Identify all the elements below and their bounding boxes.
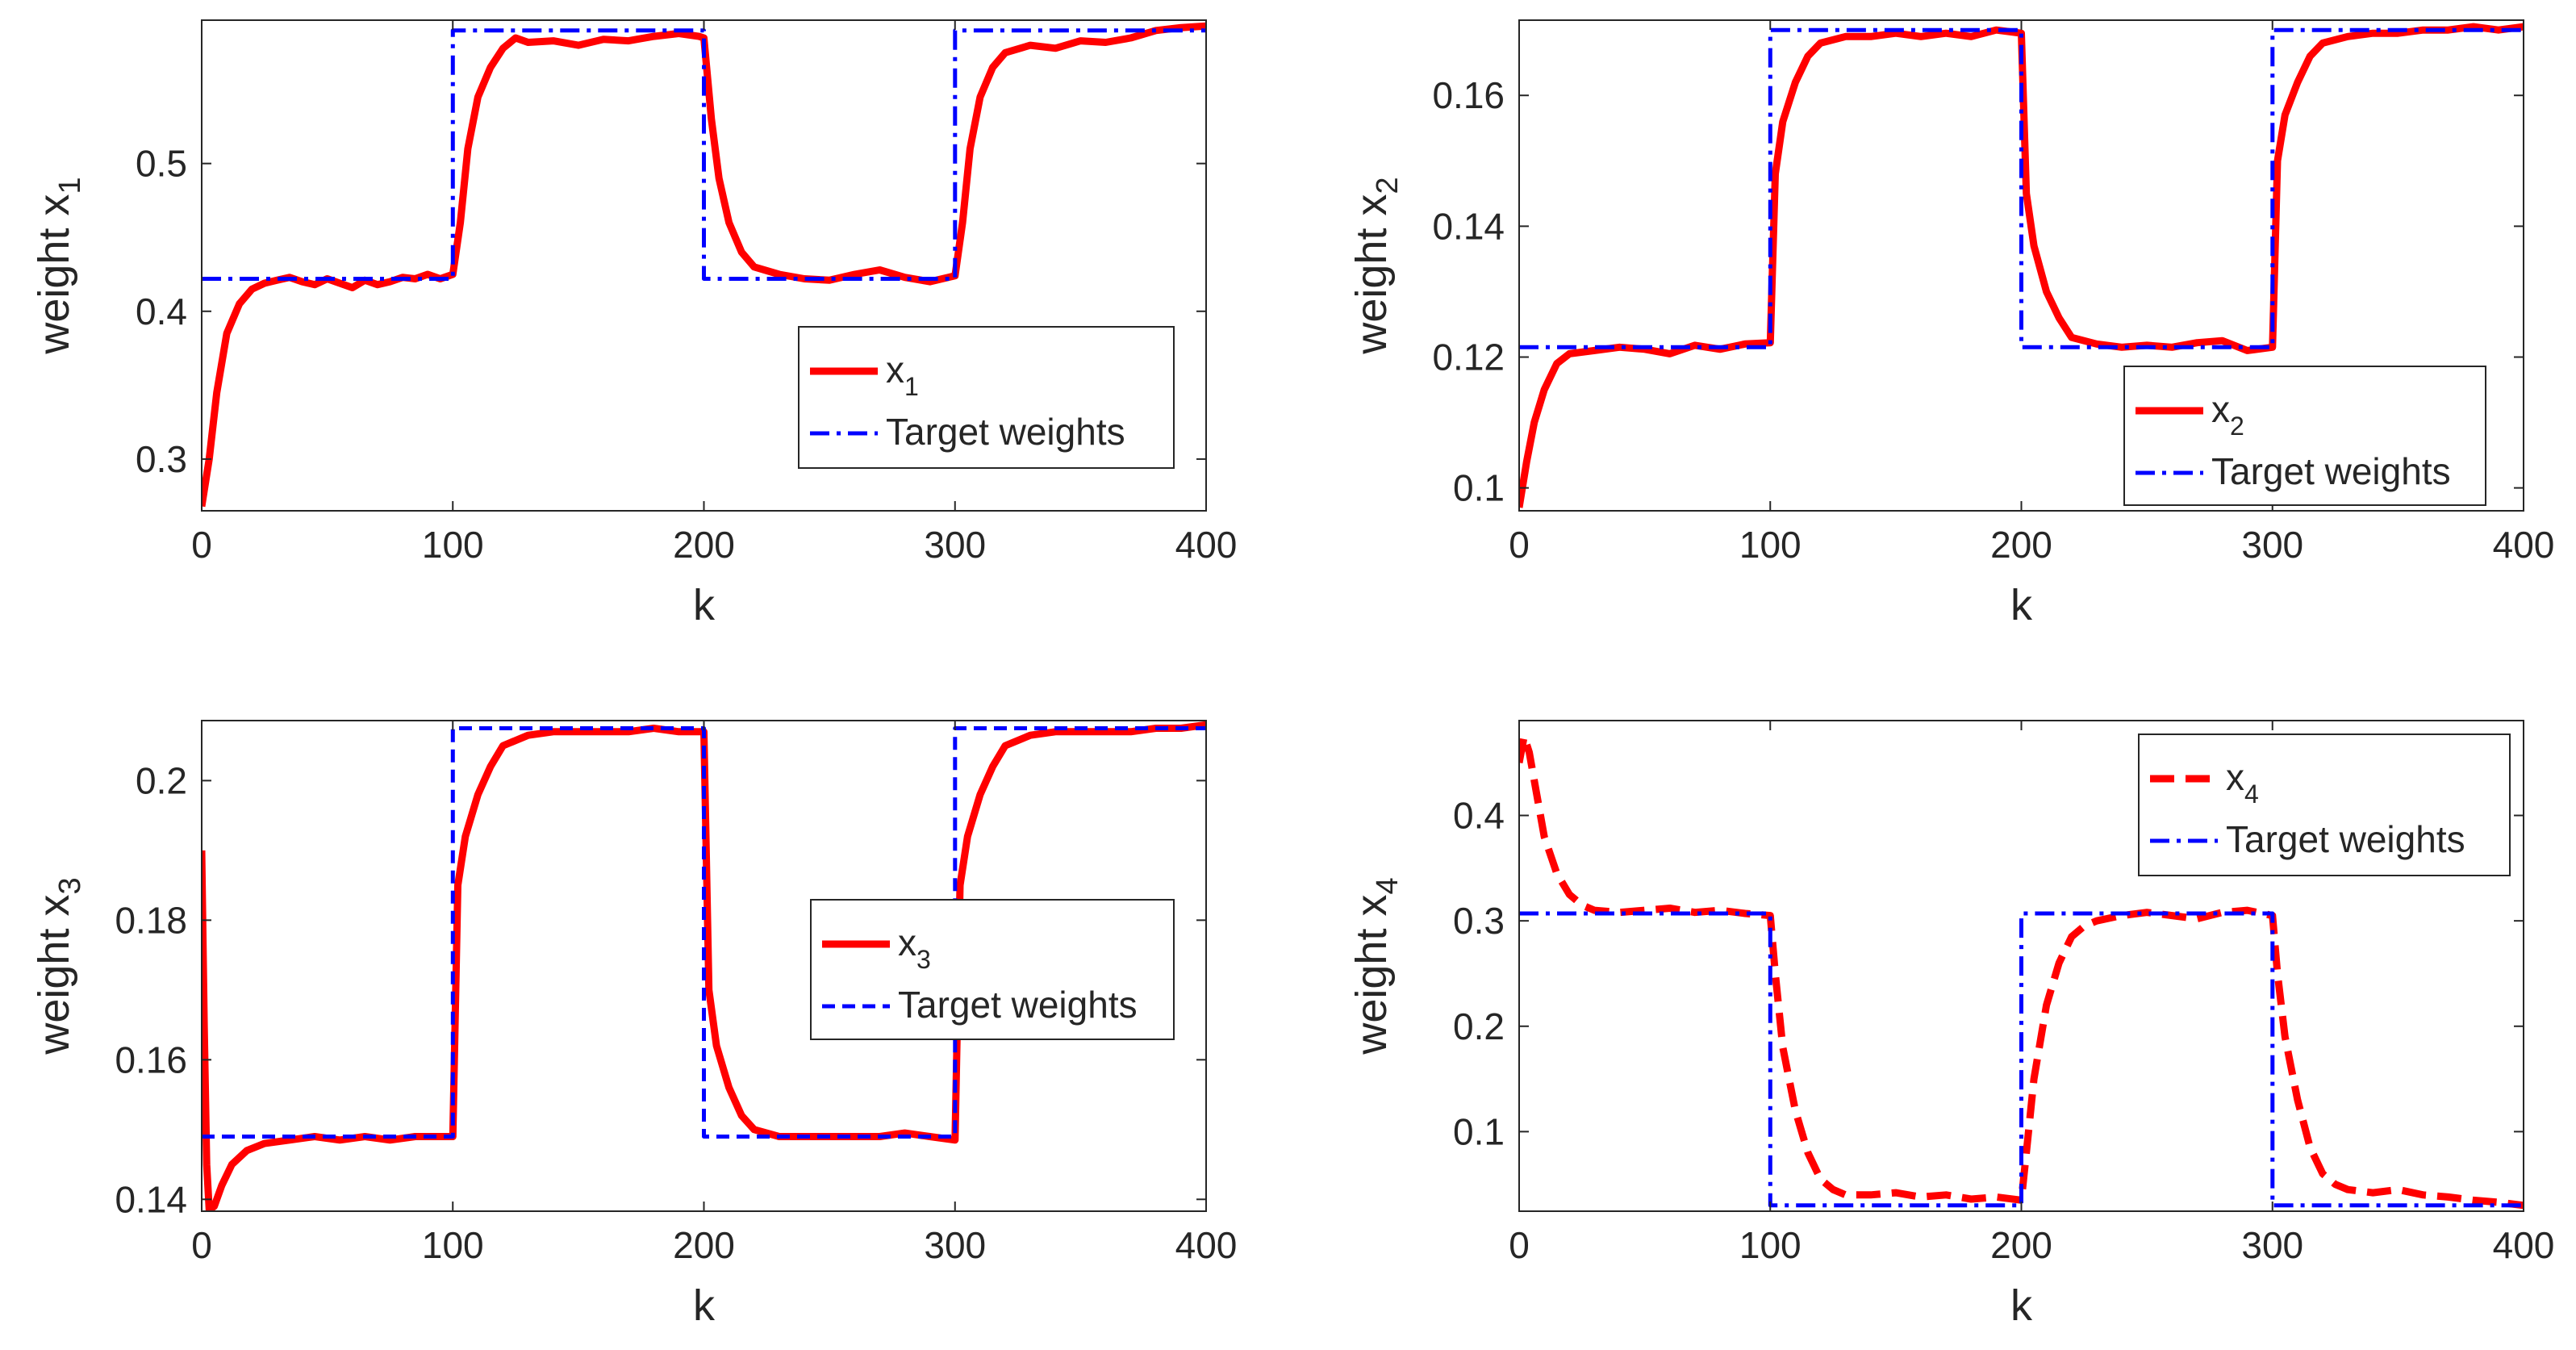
legend-label-target: Target weights	[898, 984, 1138, 1026]
legend-box	[810, 899, 1175, 1040]
y-tick-label: 0.1	[1453, 467, 1505, 509]
series-line-x1	[202, 22, 1206, 508]
legend-label-target: Target weights	[886, 411, 1125, 453]
x-tick-label: 200	[673, 524, 735, 566]
legend: x2 Target weights	[2123, 366, 2486, 506]
legend-box	[2138, 734, 2511, 876]
x-tick-label: 300	[924, 1224, 986, 1266]
series-line-x4	[1519, 733, 2524, 1210]
x-tick-label: 300	[924, 524, 986, 566]
legend: x4 Target weights	[2138, 734, 2511, 876]
x-tick-label: 0	[191, 524, 212, 566]
chart-x4: 0 100 200 300 400 0.1 0.2 0.3 0.4 k weight x4 x4 Tar…	[1347, 720, 2555, 1330]
y-tick-label: 0.4	[136, 290, 187, 332]
x-tick-label: 0	[191, 1224, 212, 1266]
y-axis-label: weight x1	[30, 177, 87, 354]
y-axis-label: weight x2	[1347, 177, 1405, 354]
y-axis-label: weight x4	[1347, 877, 1405, 1055]
legend-label-series: x4	[2226, 756, 2259, 809]
x-tick-label: 400	[1175, 1224, 1238, 1266]
series-line-x2	[1519, 23, 2524, 508]
y-tick-label: 0.2	[136, 759, 187, 801]
x-tick-label: 100	[1739, 1224, 1802, 1266]
x-tick-label: 200	[673, 1224, 735, 1266]
y-tick-label: 0.14	[1432, 205, 1505, 247]
target-line-x1	[202, 28, 1206, 281]
x-tick-label: 100	[422, 524, 484, 566]
target-line-x3	[202, 726, 1206, 1139]
chart-x1: 0 100 200 300 400 0.3 0.4 0.5 k weight x1 x1 Target…	[30, 19, 1238, 629]
x-axis-label: k	[2010, 1281, 2033, 1330]
y-tick-label: 0.16	[1432, 74, 1505, 116]
y-tick-label: 0.14	[115, 1178, 187, 1220]
legend-box	[798, 326, 1175, 469]
y-tick-label: 0.3	[1453, 900, 1505, 942]
legend-label-series: x2	[2211, 388, 2244, 441]
chart-x2: 0 100 200 300 400 0.1 0.12 0.14 0.16 k weight x2 x2…	[1347, 19, 2555, 629]
x-tick-label: 200	[1990, 524, 2052, 566]
legend: x3 Target weights	[810, 899, 1175, 1040]
legend-label-target: Target weights	[2226, 818, 2465, 860]
y-tick-label: 0.3	[136, 438, 187, 480]
y-tick-label: 0.16	[115, 1039, 187, 1080]
y-tick-label: 0.12	[1432, 336, 1505, 378]
x-tick-label: 100	[1739, 524, 1802, 566]
target-line-x2	[1519, 27, 2524, 349]
target-line-x4	[1519, 911, 2524, 1208]
x-tick-label: 400	[2493, 524, 2555, 566]
y-tick-label: 0.4	[1453, 795, 1505, 837]
x-tick-label: 300	[2241, 524, 2303, 566]
legend: x1 Target weights	[798, 326, 1175, 469]
legend-label-series: x3	[898, 922, 931, 974]
legend-label-series: x1	[886, 349, 919, 401]
y-tick-label: 0.1	[1453, 1110, 1505, 1152]
y-tick-label: 0.5	[136, 143, 187, 185]
x-tick-label: 200	[1990, 1224, 2052, 1266]
chart-x3: 0 100 200 300 400 0.14 0.16 0.18 0.2 k weight x3 x3…	[30, 720, 1238, 1330]
legend-box	[2123, 366, 2486, 506]
x-axis-label: k	[693, 1281, 716, 1330]
x-axis-label: k	[693, 581, 716, 629]
y-axis-label: weight x3	[30, 877, 87, 1055]
x-tick-label: 0	[1509, 1224, 1530, 1266]
x-tick-label: 300	[2241, 1224, 2303, 1266]
y-tick-label: 0.18	[115, 899, 187, 941]
x-tick-label: 400	[2493, 1224, 2555, 1266]
x-tick-label: 400	[1175, 524, 1238, 566]
x-tick-label: 0	[1509, 524, 1530, 566]
legend-label-target: Target weights	[2211, 450, 2451, 492]
y-tick-label: 0.2	[1453, 1005, 1505, 1047]
x-tick-label: 100	[422, 1224, 484, 1266]
x-axis-label: k	[2010, 581, 2033, 629]
